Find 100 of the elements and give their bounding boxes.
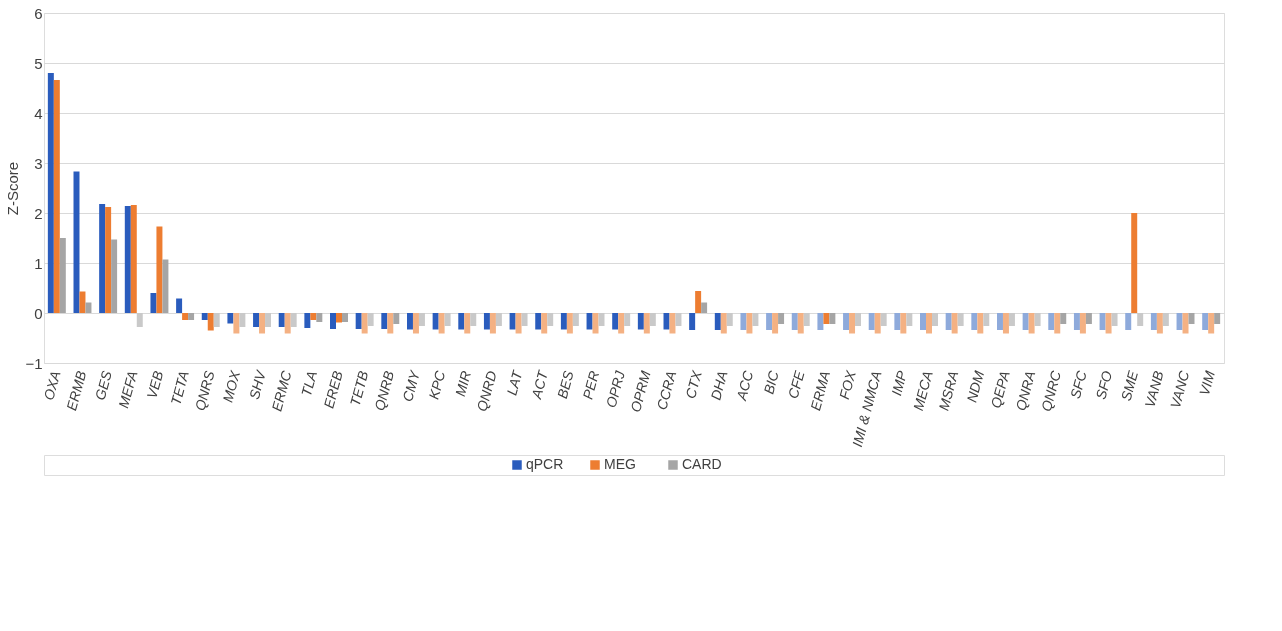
bar: [124, 206, 131, 313]
bar: [1105, 313, 1112, 334]
bar: [637, 313, 644, 330]
bar: [874, 313, 881, 334]
bar: [1099, 313, 1106, 330]
bar: [855, 313, 862, 326]
bar: [586, 313, 593, 330]
bar: [720, 313, 727, 334]
x-tick-label: ACC: [732, 368, 757, 403]
bar: [105, 207, 112, 313]
bar: [612, 313, 619, 330]
x-tick-label: ERMB: [63, 369, 90, 413]
bar: [188, 313, 195, 320]
x-tick-label: OPRM: [627, 368, 654, 414]
bar: [791, 313, 798, 330]
bar: [207, 313, 214, 331]
x-tick-label: CCRA: [653, 369, 680, 412]
bar: [535, 313, 542, 330]
x-tick-label: QNRD: [473, 369, 500, 414]
bar: [624, 313, 631, 326]
x-tick-label: ACT: [528, 367, 552, 402]
bar: [541, 313, 548, 334]
bar: [977, 313, 984, 334]
bar: [47, 73, 54, 313]
bar: [162, 259, 169, 313]
bar: [823, 313, 830, 324]
bar: [515, 313, 522, 334]
bar: [1008, 313, 1015, 326]
bar: [336, 313, 342, 323]
bar: [849, 313, 856, 334]
y-tick-label: 2: [34, 204, 43, 222]
bar: [136, 313, 143, 327]
legend-label: qPCR: [526, 456, 564, 472]
bar: [182, 313, 189, 320]
bar: [278, 313, 285, 327]
bar: [1156, 313, 1163, 334]
bar: [201, 313, 208, 320]
x-tick-label: MEFA: [115, 369, 141, 410]
bar: [592, 313, 599, 334]
x-tick-label: TLA: [298, 369, 321, 399]
bar: [957, 313, 964, 326]
y-tick-label: 3: [34, 154, 43, 172]
bar: [176, 298, 183, 313]
bar: [689, 313, 696, 330]
x-tick-label: QNRB: [371, 369, 398, 413]
bar: [355, 313, 362, 329]
bar: [1085, 313, 1092, 324]
bar: [150, 293, 157, 313]
bar: [1002, 313, 1009, 334]
bar: [803, 313, 810, 326]
bar: [1188, 313, 1195, 324]
x-tick-label: SME: [1117, 368, 1142, 403]
x-tick-label: BIC: [760, 368, 783, 396]
bar: [111, 239, 118, 313]
bar: [894, 313, 901, 330]
bar: [432, 313, 439, 330]
bar: [951, 313, 958, 334]
x-tick-label: VIM: [1196, 368, 1219, 398]
bar: [393, 313, 400, 324]
bar: [900, 313, 907, 334]
bar: [572, 313, 579, 326]
bar: [438, 313, 445, 334]
legend-label: CARD: [682, 456, 722, 472]
y-axis-title: Z-Score: [4, 161, 22, 216]
bar: [233, 313, 240, 334]
x-tick-label: SFC: [1066, 368, 1090, 401]
bar: [829, 313, 836, 324]
bar: [1048, 313, 1055, 330]
bar: [412, 313, 419, 334]
bar: [253, 313, 260, 327]
bar: [85, 302, 92, 313]
x-tick-label: CFE: [784, 368, 808, 401]
bar: [1028, 313, 1035, 334]
bar: [649, 313, 656, 326]
y-tick-label: −1: [25, 354, 43, 372]
bar: [406, 313, 413, 330]
x-tick-label: CMY: [399, 367, 424, 404]
x-tick-label: VEB: [143, 369, 167, 401]
bar: [880, 313, 887, 326]
x-tick-label: SFO: [1092, 369, 1116, 402]
y-tick-label: 4: [34, 104, 43, 122]
bar: [766, 313, 773, 330]
x-tick-label: MECA: [909, 369, 936, 413]
bar: [643, 313, 650, 334]
bar: [618, 313, 625, 334]
x-tick-label: GES: [91, 368, 116, 402]
bar: [1150, 313, 1157, 330]
x-tick-label: OXA: [40, 369, 64, 402]
legend-label: MEG: [604, 456, 636, 472]
bar: [1060, 313, 1067, 324]
bar: [701, 302, 708, 313]
bar: [547, 313, 554, 326]
x-tick-label: LAT: [503, 367, 526, 398]
x-tick-label: EREB: [320, 369, 346, 411]
x-tick-label: BES: [553, 368, 577, 401]
x-tick-label: KPC: [425, 368, 449, 402]
bar: [740, 313, 747, 330]
bar: [945, 313, 952, 330]
bar: [483, 313, 490, 330]
bar: [1162, 313, 1169, 326]
